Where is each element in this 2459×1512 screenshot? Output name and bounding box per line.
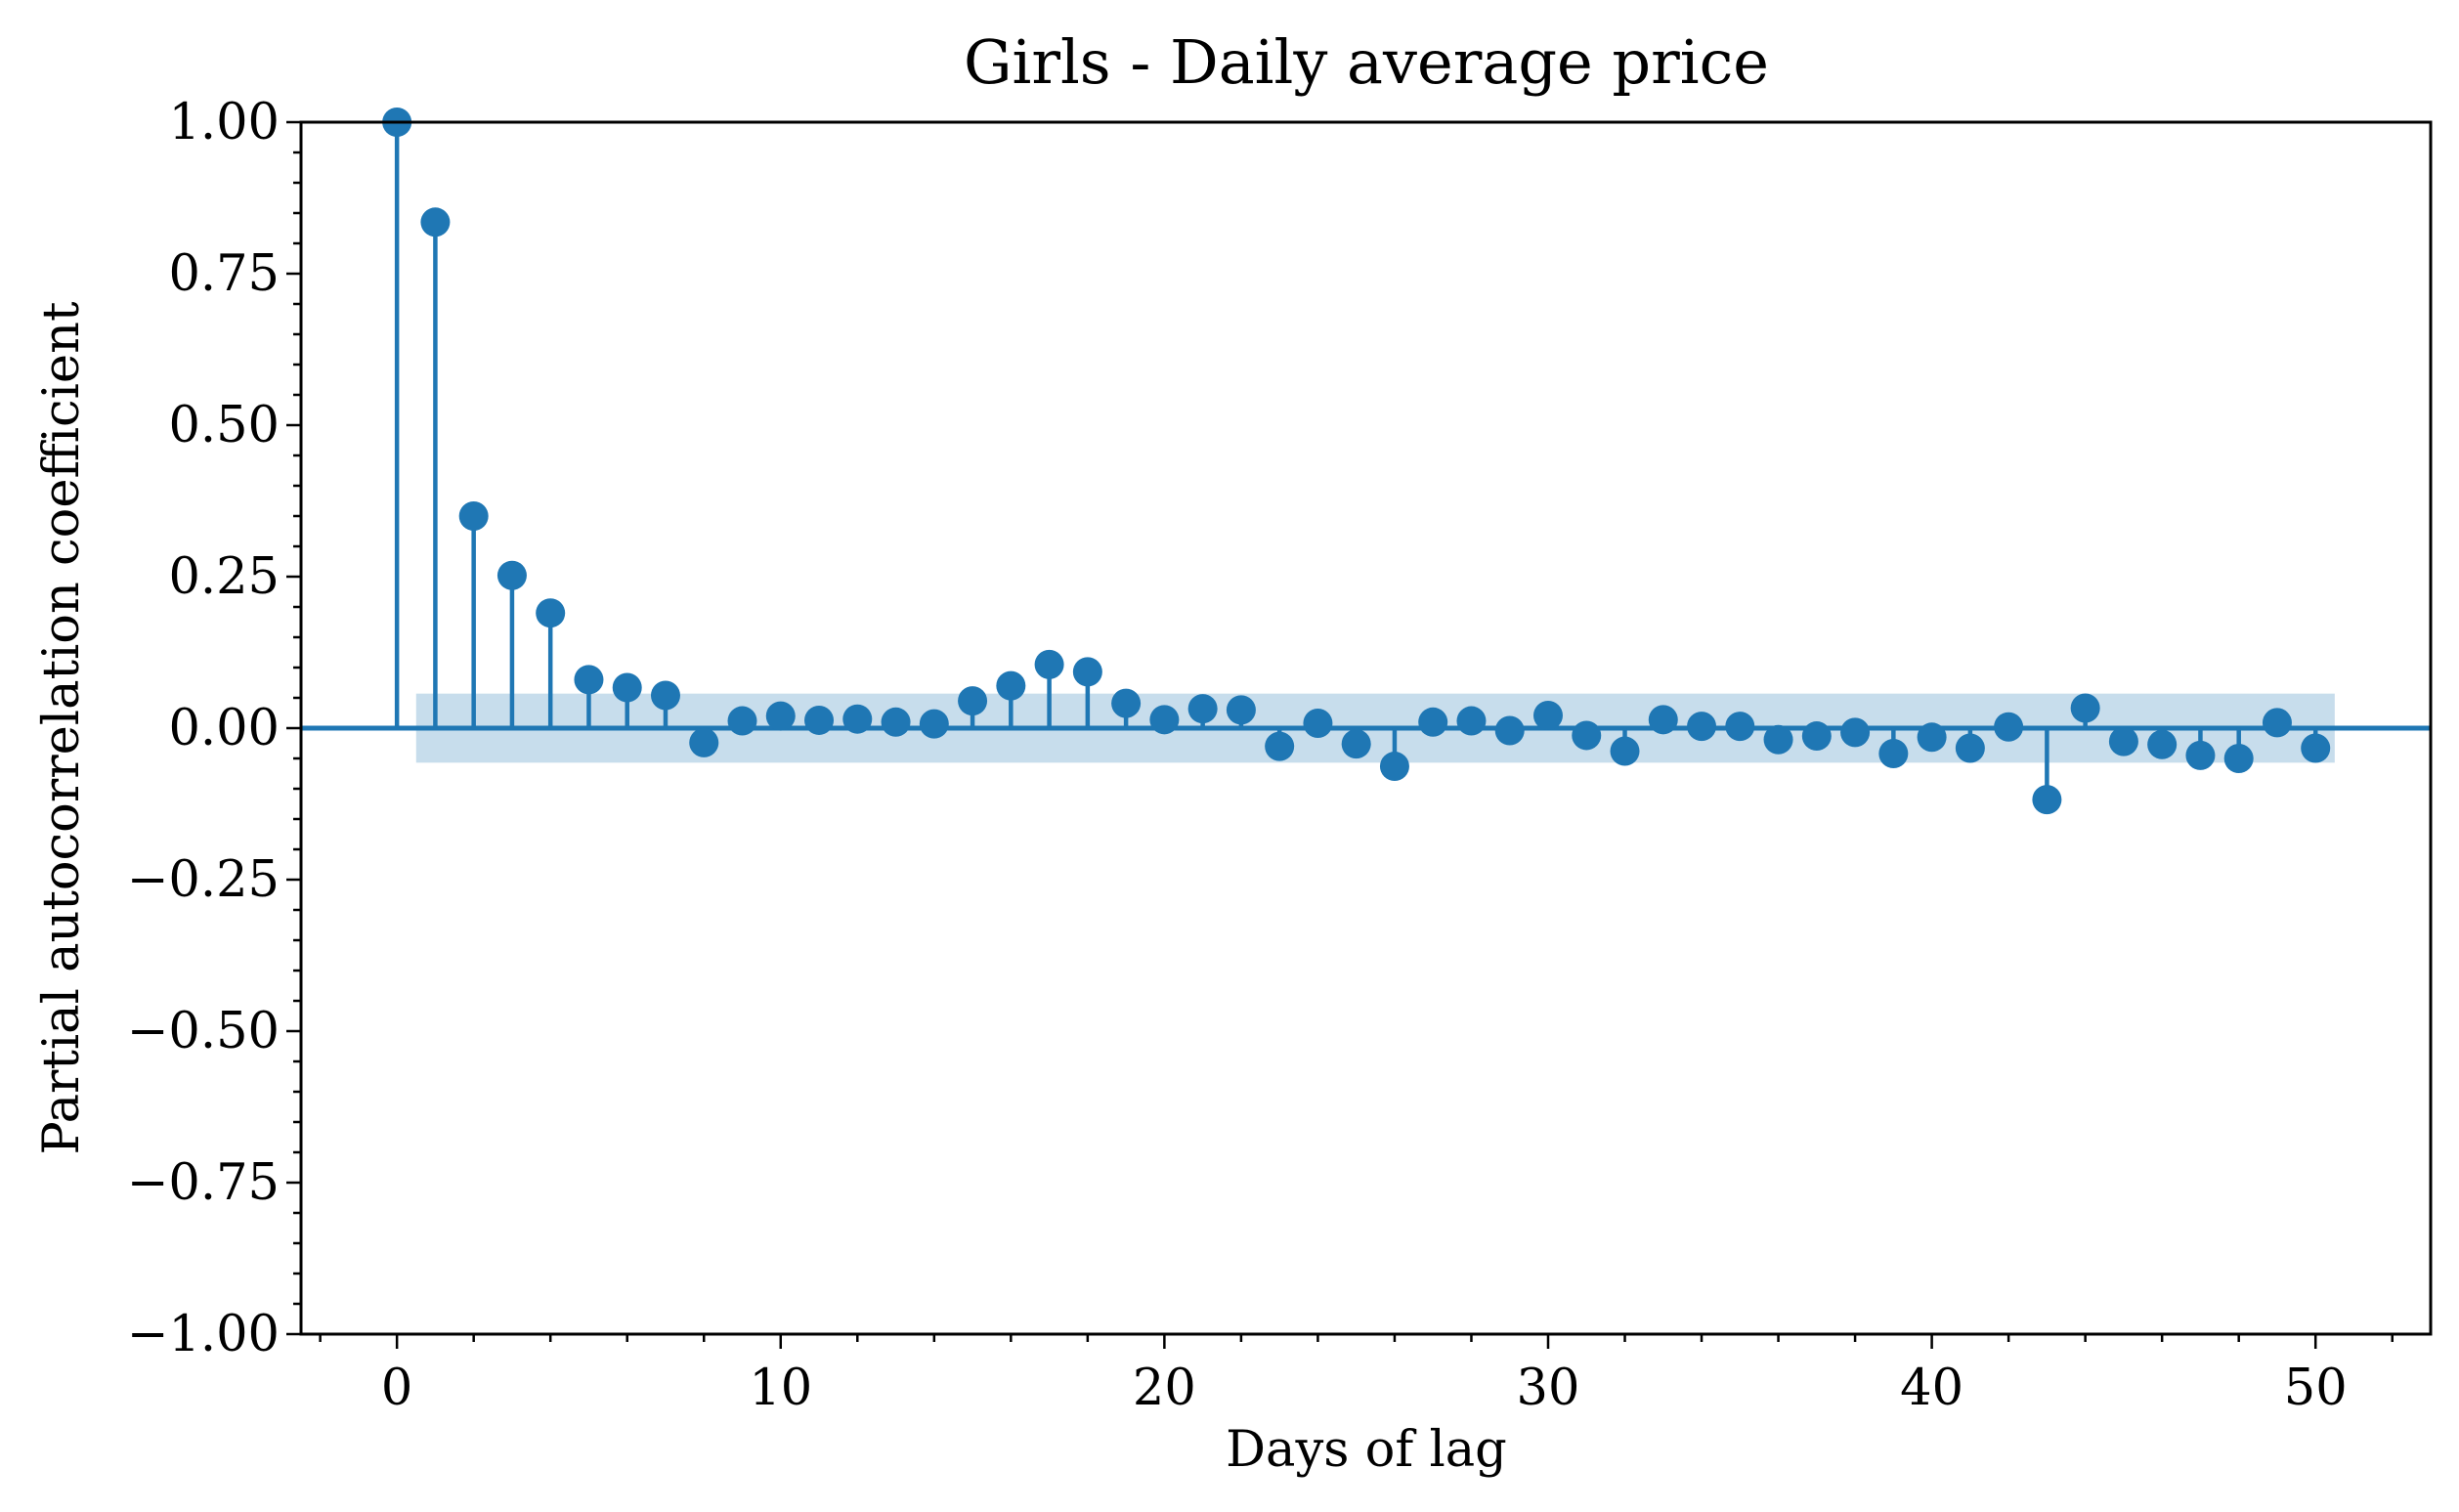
y-tick-label: 1.00: [168, 94, 280, 151]
y-tick-label: 0.75: [168, 245, 280, 303]
y-tick-label: −0.25: [127, 851, 280, 909]
marker-lag-2: [458, 501, 489, 531]
x-tick-label: 40: [1900, 1360, 1963, 1417]
marker-lag-40: [1917, 722, 1947, 753]
y-tick-label: 0.50: [168, 397, 280, 454]
marker-lag-31: [1572, 720, 1602, 751]
marker-lag-22: [1226, 695, 1256, 725]
marker-lag-21: [1187, 694, 1218, 724]
x-axis-label: Days of lag: [1226, 1421, 1507, 1479]
marker-lag-11: [804, 705, 835, 735]
marker-lag-47: [2185, 740, 2216, 770]
x-tick-label: 0: [381, 1360, 412, 1417]
marker-lag-3: [496, 560, 527, 590]
marker-lag-19: [1111, 688, 1142, 718]
marker-lag-6: [612, 672, 642, 703]
x-tick-label: 10: [749, 1360, 812, 1417]
plot-frame: [299, 120, 2433, 1336]
marker-lag-1: [420, 207, 451, 238]
marker-lag-18: [1072, 657, 1102, 687]
chart-title: Girls - Daily average price: [964, 26, 1769, 98]
marker-lag-17: [1034, 649, 1064, 679]
marker-lag-14: [919, 709, 949, 739]
y-tick-label: 0.25: [168, 548, 280, 606]
marker-lag-12: [842, 704, 873, 734]
marker-lag-36: [1763, 724, 1793, 755]
marker-lag-8: [689, 727, 719, 757]
y-tick-label: −1.00: [127, 1306, 280, 1363]
marker-lag-7: [650, 680, 680, 711]
marker-lag-23: [1265, 731, 1295, 761]
marker-lag-44: [2070, 693, 2100, 723]
marker-lag-10: [765, 701, 796, 731]
marker-lag-4: [536, 598, 566, 628]
y-tick-label: −0.50: [127, 1003, 280, 1060]
marker-lag-13: [881, 707, 911, 737]
marker-lag-46: [2147, 729, 2178, 759]
marker-lag-20: [1149, 705, 1180, 735]
marker-lag-28: [1456, 706, 1487, 736]
x-tick-label: 30: [1517, 1360, 1580, 1417]
marker-lag-49: [2262, 708, 2292, 738]
marker-lag-41: [1955, 733, 1985, 763]
marker-lag-37: [1801, 721, 1832, 752]
y-tick-label: −0.75: [127, 1154, 280, 1212]
marker-lag-33: [1648, 705, 1678, 735]
marker-lag-26: [1379, 752, 1409, 782]
marker-lag-34: [1687, 712, 1717, 742]
x-tick-label: 20: [1133, 1360, 1196, 1417]
markers-layer: [382, 108, 2331, 815]
marker-lag-38: [1840, 717, 1871, 748]
marker-lag-45: [2108, 726, 2138, 756]
y-tick-label: 0.00: [168, 700, 280, 757]
marker-lag-43: [2032, 785, 2062, 815]
marker-lag-39: [1878, 739, 1909, 769]
marker-lag-30: [1532, 700, 1563, 730]
marker-lag-29: [1494, 715, 1525, 746]
marker-lag-32: [1610, 736, 1640, 766]
x-tick-label: 50: [2284, 1360, 2348, 1417]
marker-lag-5: [574, 665, 604, 695]
marker-lag-15: [958, 686, 988, 716]
marker-lag-24: [1303, 709, 1333, 739]
marker-lag-50: [2301, 733, 2331, 763]
marker-lag-27: [1418, 707, 1448, 737]
marker-lag-35: [1725, 712, 1755, 742]
marker-lag-48: [2223, 744, 2254, 773]
marker-lag-42: [1994, 712, 2024, 742]
marker-lag-25: [1341, 729, 1371, 759]
y-axis-label: Partial autocorrelation coefficient: [33, 301, 91, 1154]
marker-lag-9: [727, 706, 757, 736]
marker-lag-16: [996, 670, 1026, 701]
